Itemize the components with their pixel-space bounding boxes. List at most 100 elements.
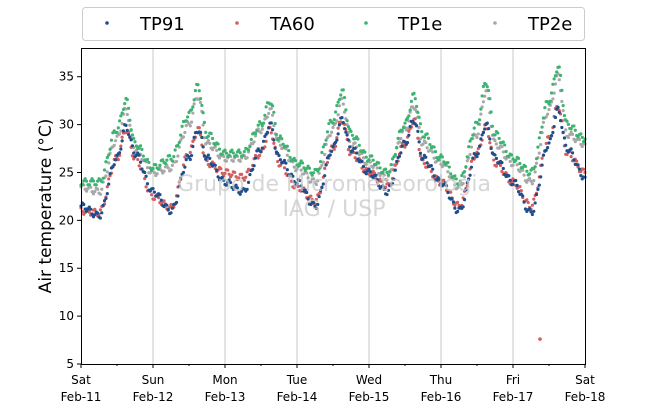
data-point bbox=[436, 158, 440, 162]
data-point bbox=[522, 173, 526, 177]
data-point bbox=[490, 124, 495, 128]
data-point bbox=[316, 179, 320, 183]
data-point bbox=[177, 184, 181, 188]
data-point bbox=[137, 164, 141, 168]
data-point bbox=[179, 133, 183, 137]
data-point bbox=[566, 135, 570, 140]
data-point bbox=[425, 132, 429, 136]
data-point bbox=[300, 161, 305, 165]
data-point bbox=[528, 172, 532, 176]
data-point bbox=[422, 161, 426, 166]
data-point bbox=[530, 212, 534, 217]
data-point bbox=[454, 177, 458, 181]
data-point bbox=[408, 124, 412, 129]
data-point bbox=[582, 139, 586, 144]
data-point bbox=[98, 208, 102, 212]
data-point bbox=[173, 148, 177, 152]
data-point bbox=[84, 179, 89, 183]
data-point bbox=[476, 122, 480, 126]
data-point bbox=[476, 132, 480, 136]
data-point bbox=[432, 174, 436, 178]
data-point bbox=[165, 158, 169, 162]
data-point bbox=[446, 190, 450, 195]
data-point bbox=[316, 202, 320, 207]
data-point bbox=[331, 125, 335, 130]
data-point bbox=[417, 125, 421, 130]
data-point bbox=[354, 151, 359, 155]
data-point bbox=[465, 155, 469, 159]
data-point bbox=[555, 70, 559, 74]
data-point bbox=[104, 174, 108, 178]
data-point bbox=[125, 97, 129, 102]
data-point bbox=[143, 170, 147, 175]
data-point bbox=[255, 129, 259, 133]
data-point bbox=[299, 168, 303, 172]
data-point bbox=[150, 193, 154, 197]
data-point bbox=[424, 140, 428, 145]
data-point bbox=[426, 136, 431, 140]
data-point bbox=[215, 168, 219, 172]
data-point bbox=[515, 183, 519, 187]
data-point bbox=[310, 173, 314, 177]
legend-label: TP1e bbox=[397, 14, 442, 35]
data-point bbox=[416, 136, 420, 140]
data-point bbox=[91, 179, 96, 183]
data-point bbox=[479, 137, 483, 141]
data-point bbox=[162, 199, 166, 203]
data-point bbox=[485, 85, 489, 89]
data-point bbox=[241, 154, 245, 158]
data-point bbox=[552, 124, 556, 129]
data-point bbox=[82, 202, 86, 207]
data-point bbox=[116, 158, 120, 162]
data-point bbox=[170, 163, 174, 167]
data-point bbox=[189, 108, 194, 112]
data-point bbox=[562, 113, 567, 118]
data-point bbox=[230, 173, 234, 177]
data-point bbox=[572, 158, 576, 162]
data-point bbox=[348, 145, 352, 149]
data-point bbox=[548, 137, 552, 141]
data-point bbox=[336, 113, 340, 117]
x-tick-day-label: Sun bbox=[142, 373, 165, 387]
data-point bbox=[340, 116, 344, 120]
data-point bbox=[121, 129, 126, 133]
data-point bbox=[91, 192, 96, 196]
data-point bbox=[492, 158, 496, 162]
data-point bbox=[252, 164, 256, 168]
data-point bbox=[273, 121, 277, 126]
data-point bbox=[395, 159, 399, 164]
data-point bbox=[295, 167, 299, 171]
data-point bbox=[299, 184, 303, 188]
data-point bbox=[312, 201, 316, 205]
data-point bbox=[307, 166, 312, 170]
data-point bbox=[462, 198, 467, 202]
data-point bbox=[234, 154, 238, 158]
data-point bbox=[486, 127, 491, 131]
data-point bbox=[569, 127, 573, 131]
legend-marker-TP2e bbox=[493, 21, 497, 25]
data-point bbox=[540, 156, 544, 160]
data-point bbox=[508, 178, 512, 182]
data-point bbox=[323, 166, 327, 170]
data-point bbox=[294, 159, 298, 163]
legend-label: TA60 bbox=[269, 14, 315, 35]
data-point bbox=[192, 98, 196, 102]
data-point bbox=[306, 176, 310, 180]
data-point bbox=[186, 115, 190, 119]
data-points bbox=[79, 65, 587, 341]
data-point bbox=[124, 123, 128, 127]
data-point bbox=[560, 88, 564, 92]
data-point bbox=[128, 123, 132, 127]
data-point bbox=[202, 120, 207, 124]
data-point bbox=[176, 194, 180, 198]
data-point bbox=[417, 147, 421, 152]
data-point bbox=[464, 165, 468, 169]
data-point bbox=[539, 130, 543, 135]
data-point bbox=[314, 206, 318, 211]
data-point bbox=[323, 142, 327, 147]
data-point bbox=[500, 145, 504, 149]
data-point bbox=[364, 162, 368, 167]
data-point bbox=[291, 174, 295, 178]
outlier-point bbox=[538, 337, 542, 341]
data-point bbox=[498, 163, 503, 168]
